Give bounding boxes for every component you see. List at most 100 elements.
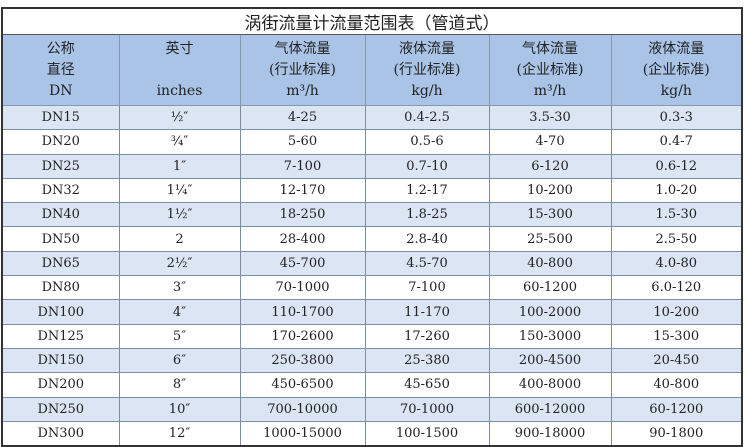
table-row: DN25 1″ 7-100 0.7-10 6-120 0.6-12: [1, 153, 743, 179]
table-row: DN200 8″ 450-6500 45-650 400-8000 40-800: [1, 372, 743, 398]
table-cell: 6″: [118, 347, 241, 374]
table-cell: 60-1200: [610, 396, 743, 422]
table-cell: 10-200: [610, 299, 743, 325]
table-cell: DN32: [1, 177, 120, 204]
table-cell: 18-250: [239, 202, 366, 228]
table-cell: 6-120: [488, 153, 612, 179]
table-cell: 12-170: [239, 177, 366, 204]
table-cell: DN65: [1, 250, 120, 277]
table-cell: DN100: [1, 299, 120, 325]
table-cell: DN15: [1, 104, 120, 131]
table-cell: 150-3000: [488, 323, 612, 349]
table-cell: 0.5-6: [364, 129, 490, 155]
table-cell: 4.5-70: [364, 250, 490, 277]
header-line: (企业标准): [642, 61, 710, 78]
table-cell: 100-1500: [364, 420, 490, 447]
table-cell: DN150: [1, 347, 120, 374]
table-cell: 60-1200: [488, 275, 612, 301]
table-cell: DN250: [1, 396, 120, 422]
table-row: DN125 5″ 170-2600 17-260 150-3000 15-300: [1, 323, 743, 349]
table-cell: 40-800: [610, 372, 743, 398]
table-cell: DN80: [1, 275, 120, 301]
table-row: DN300 12″ 1000-15000 100-1500 900-18000 90-18…: [1, 420, 743, 447]
table-cell: 5″: [118, 323, 241, 349]
header-line: (行业标准): [393, 61, 461, 78]
table-cell: DN25: [1, 153, 120, 179]
table-cell: 20-450: [610, 347, 743, 374]
table-cell: 15-300: [610, 323, 743, 349]
table-cell: 200-4500: [488, 347, 612, 374]
table-cell: 1.5-30: [610, 202, 743, 228]
table-cell: 3.5-30: [488, 104, 612, 131]
table-cell: 11-170: [364, 299, 490, 325]
header-line: [120, 60, 240, 81]
table-cell: 2½″: [118, 250, 241, 277]
table-cell: 400-8000: [488, 372, 612, 398]
table-cell: 90-1800: [610, 420, 743, 447]
table-cell: DN300: [1, 420, 120, 447]
header-line: 液体流量: [648, 40, 705, 57]
table-cell: 100-2000: [488, 299, 612, 325]
column-header: 英寸 inches: [118, 34, 241, 106]
header-line: 气体流量: [522, 40, 578, 57]
table-cell: 25-500: [488, 226, 612, 252]
header-line: m³/h: [286, 82, 319, 99]
header-line: 直径: [46, 61, 75, 78]
table-cell: 7-100: [239, 153, 366, 179]
table-cell: 15-300: [488, 202, 612, 228]
table-cell: 0.4-7: [610, 129, 743, 155]
header-line: kg/h: [411, 82, 443, 99]
header-line: 液体流量: [399, 40, 455, 57]
table-cell: 450-6500: [239, 372, 366, 398]
table-cell: DN50: [1, 226, 120, 252]
table-cell: 0.4-2.5: [364, 104, 490, 131]
flow-range-table: 涡街流量计流量范围表（管道式） 公称 直径 DN 英寸 inches 气体流量 (行业标准…: [1, 7, 743, 447]
table-cell: 0.6-12: [610, 153, 743, 179]
header-line: (行业标准): [269, 61, 336, 78]
table-cell: 1.2-17: [364, 177, 490, 204]
table-cell: 28-400: [239, 226, 366, 252]
table-row: DN20 ¾″ 5-60 0.5-6 4-70 0.4-7: [1, 129, 743, 155]
table-title: 涡街流量计流量范围表（管道式）: [1, 7, 743, 35]
table-cell: 700-10000: [239, 396, 366, 422]
table-cell: DN125: [1, 323, 120, 349]
table-row: DN40 1½″ 18-250 1.8-25 15-300 1.5-30: [1, 202, 743, 228]
table-cell: 0.3-3: [610, 104, 743, 131]
table-cell: 2.5-50: [610, 226, 743, 252]
table-cell: 1.0-20: [610, 177, 743, 204]
header-line: kg/h: [660, 82, 692, 99]
table-cell: 1¼″: [118, 177, 241, 204]
table-row: DN65 2½″ 45-700 4.5-70 40-800 4.0-80: [1, 250, 743, 277]
table-cell: 17-260: [364, 323, 490, 349]
column-header: 气体流量 (企业标准) m³/h: [488, 34, 612, 106]
table-cell: 6.0-120: [610, 275, 743, 301]
table-cell: 900-18000: [488, 420, 612, 447]
table-cell: 8″: [118, 372, 241, 398]
header-line: 公称: [46, 40, 75, 57]
table-cell: 45-650: [364, 372, 490, 398]
table-cell: 250-3800: [239, 347, 366, 374]
table-cell: 70-1000: [364, 396, 490, 422]
table-cell: 3″: [118, 275, 241, 301]
table-cell: 7-100: [364, 275, 490, 301]
table-cell: 2.8-40: [364, 226, 490, 252]
table-cell: 70-1000: [239, 275, 366, 301]
table-cell: 110-1700: [239, 299, 366, 325]
column-header: 公称 直径 DN: [1, 34, 120, 106]
table-row: DN250 10″ 700-10000 70-1000 600-12000 60-1200: [1, 396, 743, 422]
table-row: DN15 ½″ 4-25 0.4-2.5 3.5-30 0.3-3: [1, 104, 743, 131]
table-cell: 1″: [118, 153, 241, 179]
header-line: (企业标准): [516, 61, 584, 78]
table-cell: 25-380: [364, 347, 490, 374]
table-cell: 2: [118, 226, 241, 252]
table-row: DN50 2 28-400 2.8-40 25-500 2.5-50: [1, 226, 743, 252]
table-row: DN100 4″ 110-1700 11-170 100-2000 10-200: [1, 299, 743, 325]
table-cell: 40-800: [488, 250, 612, 277]
table-cell: 4-70: [488, 129, 612, 155]
table-cell: 170-2600: [239, 323, 366, 349]
header-line: inches: [156, 82, 203, 99]
table-row: DN32 1¼″ 12-170 1.2-17 10-200 1.0-20: [1, 177, 743, 204]
table-cell: 12″: [118, 420, 241, 447]
table-cell: 4-25: [239, 104, 366, 131]
table-cell: 1½″: [118, 202, 241, 228]
